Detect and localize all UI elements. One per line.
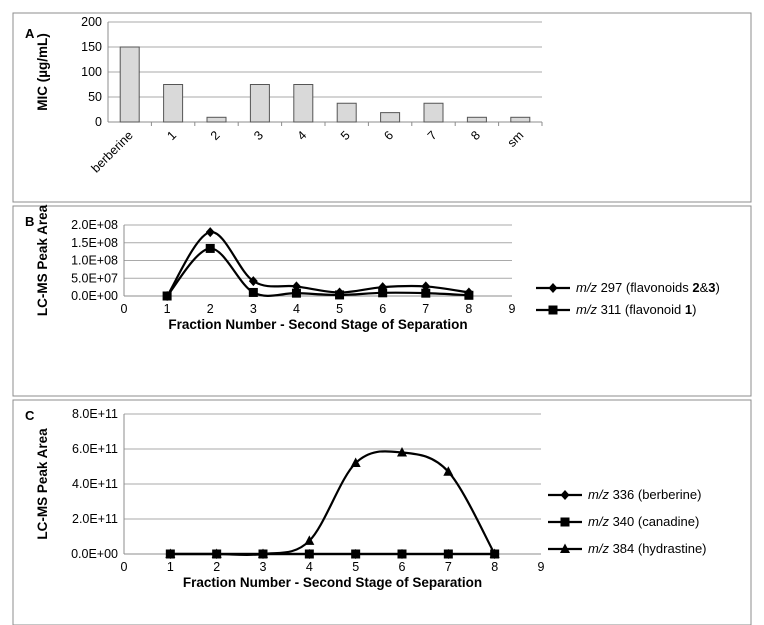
- data-point-square: [397, 549, 407, 559]
- y-tick-label: 200: [81, 15, 102, 29]
- bar: [423, 102, 444, 123]
- y-tick-label: 2.0E+08: [71, 218, 118, 232]
- x-tick-label: 0: [121, 302, 128, 316]
- y-tick-label: 5.0E+07: [71, 271, 118, 285]
- data-point-diamond: [248, 276, 258, 287]
- bar: [510, 116, 531, 123]
- panel-b-frame: [12, 205, 752, 397]
- data-point-square: [291, 288, 301, 298]
- legend-label: m/z 311 (flavonoid 1): [576, 302, 696, 317]
- x-tick-label: 2: [207, 302, 214, 316]
- panel-a-letter: A: [25, 26, 35, 41]
- bar: [163, 84, 184, 123]
- data-point-square: [335, 290, 345, 300]
- y-tick-label: 100: [81, 65, 102, 79]
- legend-marker-square: [560, 517, 570, 527]
- data-point-square: [464, 290, 474, 300]
- y-tick-label: 0.0E+00: [71, 547, 118, 561]
- data-point-triangle: [489, 548, 500, 558]
- x-axis-title: Fraction Number - Second Stage of Separa…: [183, 575, 482, 590]
- y-axis-title: LC-MS Peak Area: [35, 428, 50, 540]
- y-tick-label: 150: [81, 40, 102, 54]
- x-tick-label: 9: [538, 560, 545, 574]
- x-tick-label: 4: [306, 560, 313, 574]
- bar: [249, 84, 270, 123]
- x-tick-label: 8: [465, 302, 472, 316]
- y-tick-label: 0: [95, 115, 102, 129]
- data-point-square: [351, 549, 361, 559]
- panel-b-line-chart: B 0.0E+00 5.0E+07 1.0E+08 1.5E+08 2.0E+08 0 1 2…: [12, 204, 752, 397]
- y-tick-label: 1.0E+08: [71, 254, 118, 268]
- y-tick-label: 0.0E+00: [71, 289, 118, 303]
- x-tick-label: 6: [399, 560, 406, 574]
- x-tick-label: 0: [121, 560, 128, 574]
- bar: [466, 116, 487, 123]
- data-point-square: [162, 291, 172, 301]
- data-point-diamond: [205, 227, 215, 238]
- data-point-square: [421, 288, 431, 298]
- legend-label: m/z 297 (flavonoids 2&3): [576, 280, 720, 295]
- x-tick-label: 5: [336, 302, 343, 316]
- x-tick-label: 7: [445, 560, 452, 574]
- data-point-triangle: [211, 548, 222, 558]
- y-tick-label: 4.0E+11: [72, 477, 118, 491]
- y-tick-label: 6.0E+11: [72, 442, 118, 456]
- bar: [119, 46, 140, 123]
- legend-marker-diamond: [548, 283, 558, 293]
- legend-marker-diamond: [560, 490, 570, 500]
- bar: [380, 112, 401, 123]
- legend-marker-triangle: [560, 543, 570, 553]
- legend-label: m/z 384 (hydrastine): [588, 541, 707, 556]
- data-point-triangle: [165, 548, 176, 558]
- data-point-square: [205, 243, 215, 253]
- data-point-triangle: [443, 466, 454, 476]
- panel-c-frame: [12, 399, 752, 625]
- y-tick-label: 50: [88, 90, 102, 104]
- legend-label: m/z 336 (berberine): [588, 487, 701, 502]
- data-point-square: [378, 288, 388, 298]
- x-tick-label: 9: [509, 302, 516, 316]
- x-tick-label: 6: [379, 302, 386, 316]
- x-tick-label: 3: [260, 560, 267, 574]
- legend-marker-square: [548, 305, 558, 315]
- x-tick-label: 1: [167, 560, 174, 574]
- data-point-triangle: [304, 535, 315, 545]
- x-tick-label: 7: [422, 302, 429, 316]
- panel-b-letter: B: [25, 214, 34, 229]
- data-point-square: [304, 549, 314, 559]
- bar: [336, 102, 357, 123]
- x-tick-label: 4: [293, 302, 300, 316]
- data-point-square: [443, 549, 453, 559]
- x-tick-label: 1: [164, 302, 171, 316]
- data-point-square: [248, 287, 258, 297]
- x-tick-label: 8: [491, 560, 498, 574]
- panel-c-letter: C: [25, 408, 35, 423]
- data-point-triangle: [350, 457, 361, 467]
- y-axis-title: MIC (µg/mL): [35, 33, 50, 111]
- panel-c-line-chart: C 0.0E+00 2.0E+11 4.0E+11 6.0E+11 8.0E+11 0 1 2…: [12, 399, 752, 625]
- y-tick-label: 8.0E+11: [72, 407, 118, 421]
- y-axis-title: LC-MS Peak Area: [35, 204, 50, 316]
- x-tick-label: 2: [213, 560, 220, 574]
- x-axis-title: Fraction Number - Second Stage of Separa…: [168, 317, 467, 332]
- data-point-triangle: [397, 447, 407, 457]
- x-tick-label: 5: [352, 560, 359, 574]
- bar: [293, 84, 314, 123]
- data-point-triangle: [258, 548, 268, 558]
- bar: [206, 116, 227, 123]
- x-tick-label: 3: [250, 302, 257, 316]
- legend-label: m/z 340 (canadine): [588, 514, 699, 529]
- y-tick-label: 1.5E+08: [71, 236, 118, 250]
- y-tick-label: 2.0E+11: [72, 512, 118, 526]
